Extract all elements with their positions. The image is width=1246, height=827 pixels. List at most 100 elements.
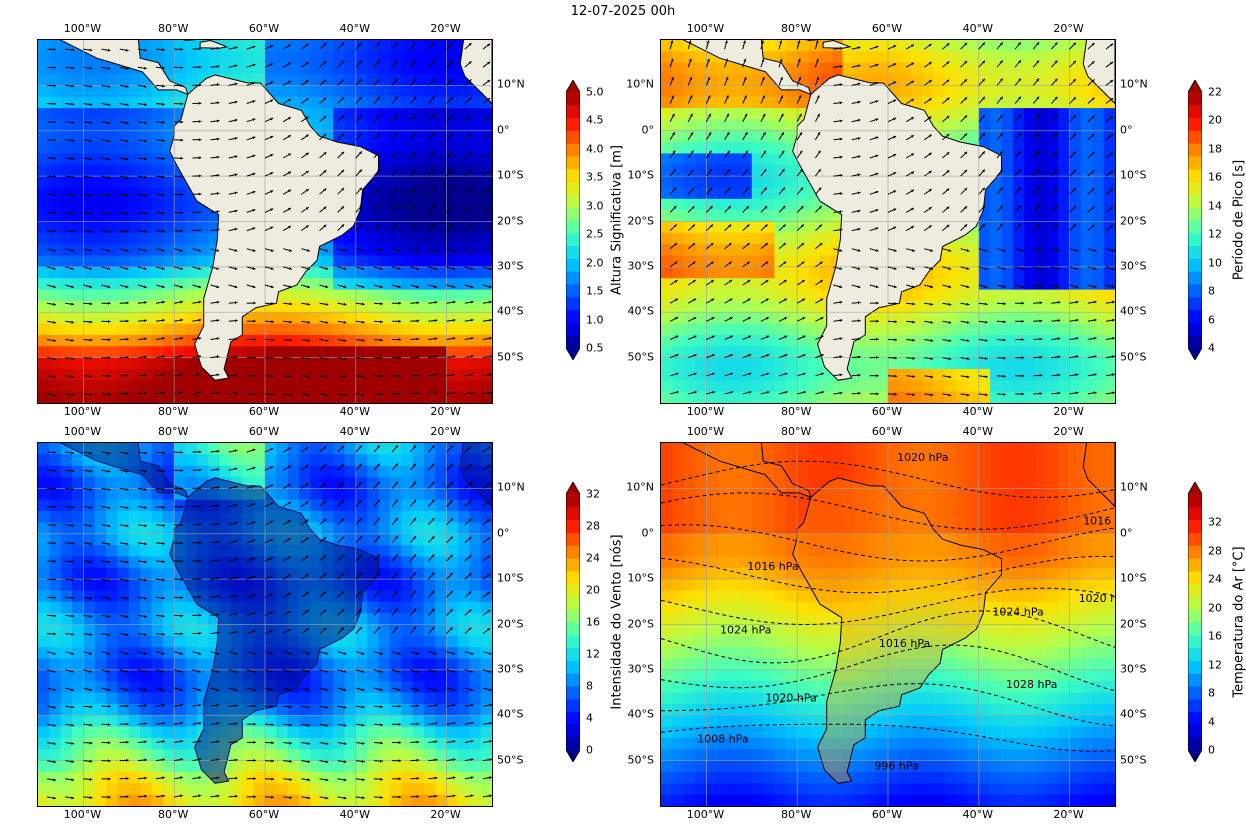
lat-tick-label: 50°S — [627, 753, 654, 767]
lon-tick-label: 80°W — [158, 425, 189, 438]
lon-tick-label: 20°W — [430, 22, 461, 35]
lon-tick-label: 40°W — [962, 808, 993, 821]
lon-tick-label: 40°W — [962, 425, 993, 438]
lon-tick-label: 40°W — [339, 22, 370, 35]
lat-tick-label: 0° — [641, 526, 655, 540]
pressure-label: 1024 hPa — [992, 605, 1043, 618]
pressure-label: 1020 hPa — [765, 692, 816, 705]
lat-tick-label: 40°S — [627, 707, 654, 721]
colorbar-title: Período de Pico [s] — [1231, 159, 1246, 281]
direction-arrows — [46, 41, 492, 397]
land-cuba — [182, 40, 197, 42]
lon-tick-label: 20°W — [1053, 425, 1084, 438]
map-panel-air-temperature: 1020 hPa 1016 hPa 1016 hPa 1020 hPa 1024 hPa… — [660, 442, 1116, 807]
map-canvas — [38, 40, 492, 403]
lat-tick-label: 50°S — [497, 350, 524, 364]
colorbar-peak-period — [1187, 79, 1203, 361]
colorbar-tick-label: 28 — [1208, 544, 1222, 558]
land-south-america — [792, 477, 1002, 784]
pressure-label: 1020 hPa — [897, 451, 948, 464]
lon-tick-label: 20°W — [430, 405, 461, 418]
colorbar-tick-label: 14 — [1208, 199, 1222, 213]
lat-tick-label: 0° — [641, 123, 655, 137]
lon-tick-label: 80°W — [781, 808, 812, 821]
lat-tick-label: 20°S — [497, 214, 524, 227]
lat-tick-label: 10°N — [497, 77, 525, 91]
lon-tick-label: 60°W — [248, 425, 280, 438]
colorbar-tick-label: 20 — [1208, 601, 1222, 615]
colorbar-tick-label: 3.0 — [586, 199, 604, 213]
map-canvas: 1020 hPa 1016 hPa 1016 hPa 1020 hPa 1024 hPa… — [661, 443, 1115, 806]
lon-tick-label: 100°W — [686, 808, 725, 821]
lon-tick-label: 100°W — [63, 808, 102, 821]
lat-tick-label: 20°S — [627, 214, 654, 227]
colorbar-tick-label: 3.5 — [586, 170, 604, 184]
colorbar-title: Intensidade do Vento [nós] — [609, 534, 625, 710]
lat-tick-label: 20°S — [1120, 617, 1147, 630]
lon-tick-label: 60°W — [871, 22, 903, 35]
colorbar-tick-label: 18 — [1208, 142, 1222, 156]
colorbar-tick-label: 32 — [586, 487, 600, 501]
lat-tick-label: 40°S — [497, 707, 524, 721]
colorbar-tick-label: 16 — [586, 615, 600, 629]
lat-tick-label: 10°S — [1120, 571, 1147, 585]
lat-tick-label: 10°N — [497, 480, 525, 494]
lat-tick-label: 10°S — [627, 571, 654, 585]
land-south-america — [169, 74, 379, 381]
lon-tick-label: 60°W — [248, 808, 280, 821]
lat-tick-label: 20°S — [497, 617, 524, 630]
map-panel-peak-period — [660, 39, 1116, 404]
lat-tick-label: 0° — [1120, 123, 1133, 137]
colorbar-tick-label: 4.5 — [586, 113, 604, 127]
direction-arrows — [46, 444, 492, 800]
lon-tick-label: 100°W — [686, 22, 725, 35]
colorbar-tick-label: 12 — [586, 647, 600, 661]
lon-tick-label: 60°W — [248, 405, 280, 418]
pressure-label: 1028 hPa — [1006, 678, 1057, 691]
colorbar-tick-label: 0.5 — [586, 341, 604, 355]
colorbar-tick-label: 20 — [1208, 113, 1222, 127]
colorbar-tick-label: 1.5 — [586, 284, 604, 298]
land-cuba — [805, 40, 820, 42]
land-south-america — [792, 74, 1002, 381]
lat-tick-label: 10°N — [626, 480, 654, 494]
lon-tick-label: 40°W — [339, 405, 370, 418]
lat-tick-label: 20°S — [627, 617, 654, 630]
colorbar-tick-label: 16 — [1208, 170, 1222, 184]
land-central-america — [59, 40, 189, 96]
direction-arrows — [669, 40, 1115, 397]
lon-tick-label: 60°W — [871, 405, 903, 418]
lat-tick-label: 40°S — [497, 304, 524, 318]
lon-tick-label: 100°W — [686, 425, 725, 438]
colorbar-tick-label: 8 — [586, 679, 593, 693]
lat-tick-label: 50°S — [1120, 350, 1147, 364]
lon-tick-label: 80°W — [781, 22, 812, 35]
lat-tick-label: 0° — [497, 123, 510, 137]
lon-tick-label: 100°W — [63, 405, 102, 418]
lon-tick-label: 20°W — [1053, 405, 1084, 418]
land-africa — [459, 443, 492, 508]
lat-tick-label: 30°S — [1120, 662, 1147, 676]
colorbar-tick-label: 16 — [1208, 629, 1222, 643]
lon-tick-label: 100°W — [686, 405, 725, 418]
colorbar-tick-label: 4.0 — [586, 142, 604, 156]
colorbar-tick-label: 20 — [586, 583, 600, 597]
lon-tick-label: 20°W — [430, 425, 461, 438]
land-central-america — [59, 443, 189, 499]
colorbar-tick-label: 12 — [1208, 227, 1222, 241]
land-africa — [459, 40, 492, 105]
colorbar-air-temperature — [1187, 481, 1203, 763]
map-canvas — [38, 443, 492, 806]
lon-tick-label: 100°W — [63, 22, 102, 35]
colorbar-title: Altura Significativa [m] — [609, 145, 625, 295]
colorbar-tick-label: 24 — [1208, 572, 1222, 586]
lat-tick-label: 30°S — [497, 662, 524, 676]
map-panel-wave-height — [37, 39, 493, 404]
colorbar-tick-label: 2.5 — [586, 227, 604, 241]
pressure-label: 1016 hPa — [879, 637, 930, 650]
lon-tick-label: 60°W — [871, 425, 903, 438]
lon-tick-label: 80°W — [781, 425, 812, 438]
lat-tick-label: 20°S — [1120, 214, 1147, 227]
lon-tick-label: 60°W — [248, 22, 280, 35]
lat-tick-label: 30°S — [1120, 259, 1147, 273]
